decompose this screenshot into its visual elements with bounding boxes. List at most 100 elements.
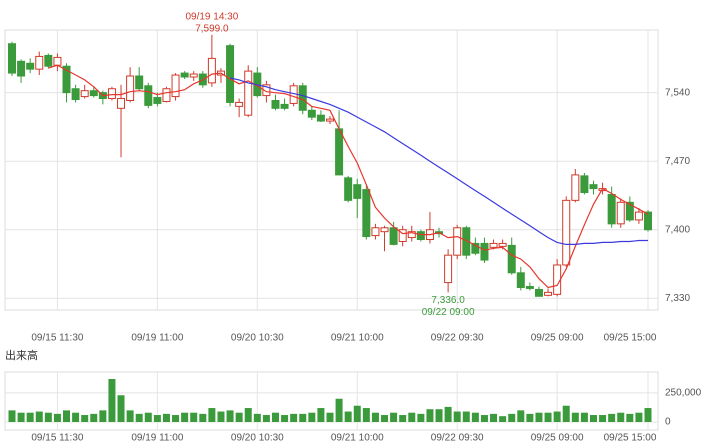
volume-bar <box>53 413 61 422</box>
volume-bar <box>580 412 588 422</box>
volume-bar <box>508 413 516 422</box>
volume-bar <box>390 412 398 422</box>
candle-body <box>162 88 171 102</box>
candle-body <box>135 75 144 90</box>
volume-bar <box>271 412 279 422</box>
volume-bar <box>517 410 525 422</box>
volume-bar <box>608 413 616 422</box>
candle-body <box>153 97 162 104</box>
volume-bar <box>399 415 407 422</box>
candle-body <box>307 109 316 118</box>
volume-bar <box>462 411 470 422</box>
volume-bar <box>181 412 189 422</box>
volume-bar <box>244 408 252 422</box>
candle-body <box>398 229 407 242</box>
volume-bar <box>281 415 289 422</box>
candle-body <box>17 60 26 77</box>
annotation: 09/19 14:30 <box>185 12 238 23</box>
candle-body <box>444 254 453 284</box>
candle-body <box>8 43 16 74</box>
candle-body <box>62 65 71 94</box>
annotation: 7,336.0 <box>431 295 465 306</box>
volume-bar <box>499 416 507 422</box>
candle-body <box>316 114 325 122</box>
volume-bar <box>571 412 579 422</box>
candle-body <box>516 272 525 288</box>
main-frame <box>4 29 659 311</box>
candle-body <box>180 72 189 78</box>
candle-body <box>262 84 271 97</box>
candle-body <box>189 73 198 78</box>
volume-title: 出来高 <box>5 348 38 362</box>
candle-body <box>544 291 553 296</box>
candle-body <box>589 184 598 190</box>
volume-bar <box>108 378 116 422</box>
candle-body <box>244 70 253 116</box>
volume-bar <box>81 415 89 422</box>
volume-bar <box>626 413 634 422</box>
volume-bar <box>126 410 134 422</box>
volume-bar <box>344 411 352 422</box>
volume-bar <box>44 412 52 422</box>
volume-bar <box>135 413 143 422</box>
y-tick-label: 7,400 <box>665 224 690 235</box>
volume-bar <box>535 412 543 422</box>
volume-bar <box>172 415 180 422</box>
annotation: 09/22 09:00 <box>422 307 475 318</box>
candle-body <box>26 62 35 70</box>
volume-bar <box>317 408 325 422</box>
candle-body <box>107 88 116 100</box>
volume-bar <box>35 411 43 422</box>
volume-bar <box>635 412 643 422</box>
volume-bar <box>444 406 452 422</box>
volume-bar <box>417 413 425 422</box>
y-tick-label: 0 <box>665 417 671 428</box>
volume-bar <box>144 412 152 422</box>
candle-body <box>335 128 344 176</box>
volume-bar <box>381 415 389 422</box>
x-tick-label: 09/21 10:00 <box>331 433 384 444</box>
x-tick-label: 09/15 11:30 <box>31 433 84 444</box>
volume-bar <box>335 398 343 422</box>
volume-bar <box>8 410 16 422</box>
candle-body <box>126 75 135 101</box>
x-tick-label: 09/19 11:00 <box>131 433 184 444</box>
candle-body <box>144 85 153 106</box>
candle-body <box>117 98 126 109</box>
volume-bar <box>190 412 198 422</box>
candle-body <box>271 99 280 109</box>
volume-bar <box>253 413 261 422</box>
y-tick-label: 250,000 <box>665 388 702 399</box>
volume-bar <box>17 412 25 422</box>
candle-body <box>616 201 625 225</box>
candle-body <box>362 189 371 238</box>
x-tick-label: 09/25 09:00 <box>531 333 584 344</box>
volume-bar <box>589 415 597 422</box>
volume-bar <box>153 415 161 422</box>
candle-body <box>453 227 462 256</box>
volume-bar <box>162 413 170 422</box>
volume-bar <box>308 412 316 422</box>
volume-frame <box>4 371 659 431</box>
x-tick-label: 09/25 09:00 <box>531 433 584 444</box>
candle-body <box>371 227 380 237</box>
volume-bar <box>353 405 361 422</box>
volume-bar <box>26 412 34 422</box>
volume-bar <box>362 408 370 422</box>
candle-body <box>498 242 507 247</box>
candle-body <box>71 88 80 101</box>
volume-bar <box>299 413 307 422</box>
y-tick-label: 7,330 <box>665 293 690 304</box>
candle-body <box>471 242 480 254</box>
x-tick-label: 09/22 09:30 <box>431 433 484 444</box>
candle-body <box>226 45 235 103</box>
volume-bar <box>408 412 416 422</box>
candle-body <box>389 227 398 245</box>
volume-bar <box>99 410 107 422</box>
x-tick-label: 09/25 15:00 <box>604 333 657 344</box>
candle-body <box>480 242 489 261</box>
candle-body <box>407 231 416 239</box>
candle-body <box>580 175 589 194</box>
volume-bar <box>426 409 434 422</box>
y-tick-label: 7,540 <box>665 87 690 98</box>
